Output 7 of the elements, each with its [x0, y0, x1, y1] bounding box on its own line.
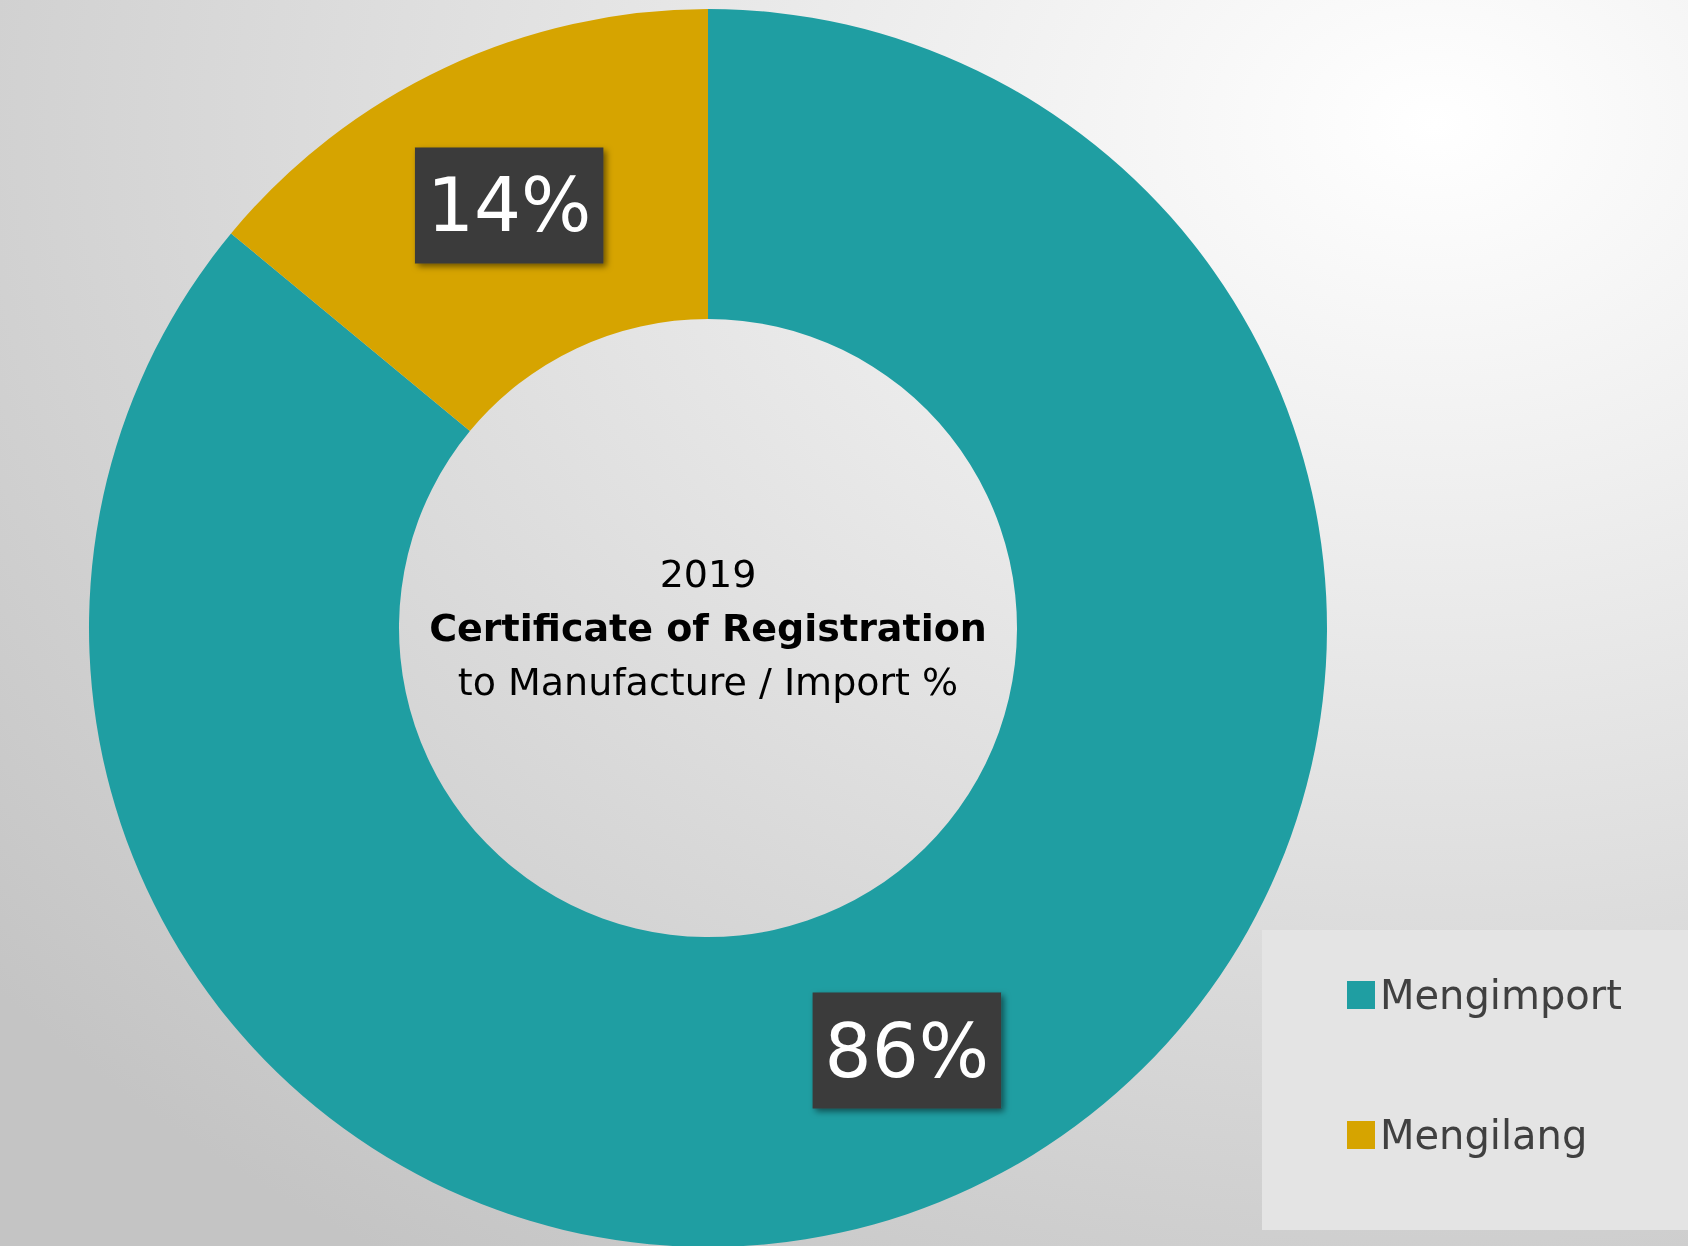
legend-label: Mengimport: [1380, 972, 1622, 1018]
text: 2019: [659, 552, 757, 596]
text: to Manufacture / Import %: [457, 660, 959, 704]
legend-label: Mengilang: [1380, 1112, 1588, 1158]
text: Certificate of Registration: [429, 606, 987, 650]
data-label: 86%: [824, 1007, 990, 1094]
data-label: 14%: [426, 162, 592, 249]
